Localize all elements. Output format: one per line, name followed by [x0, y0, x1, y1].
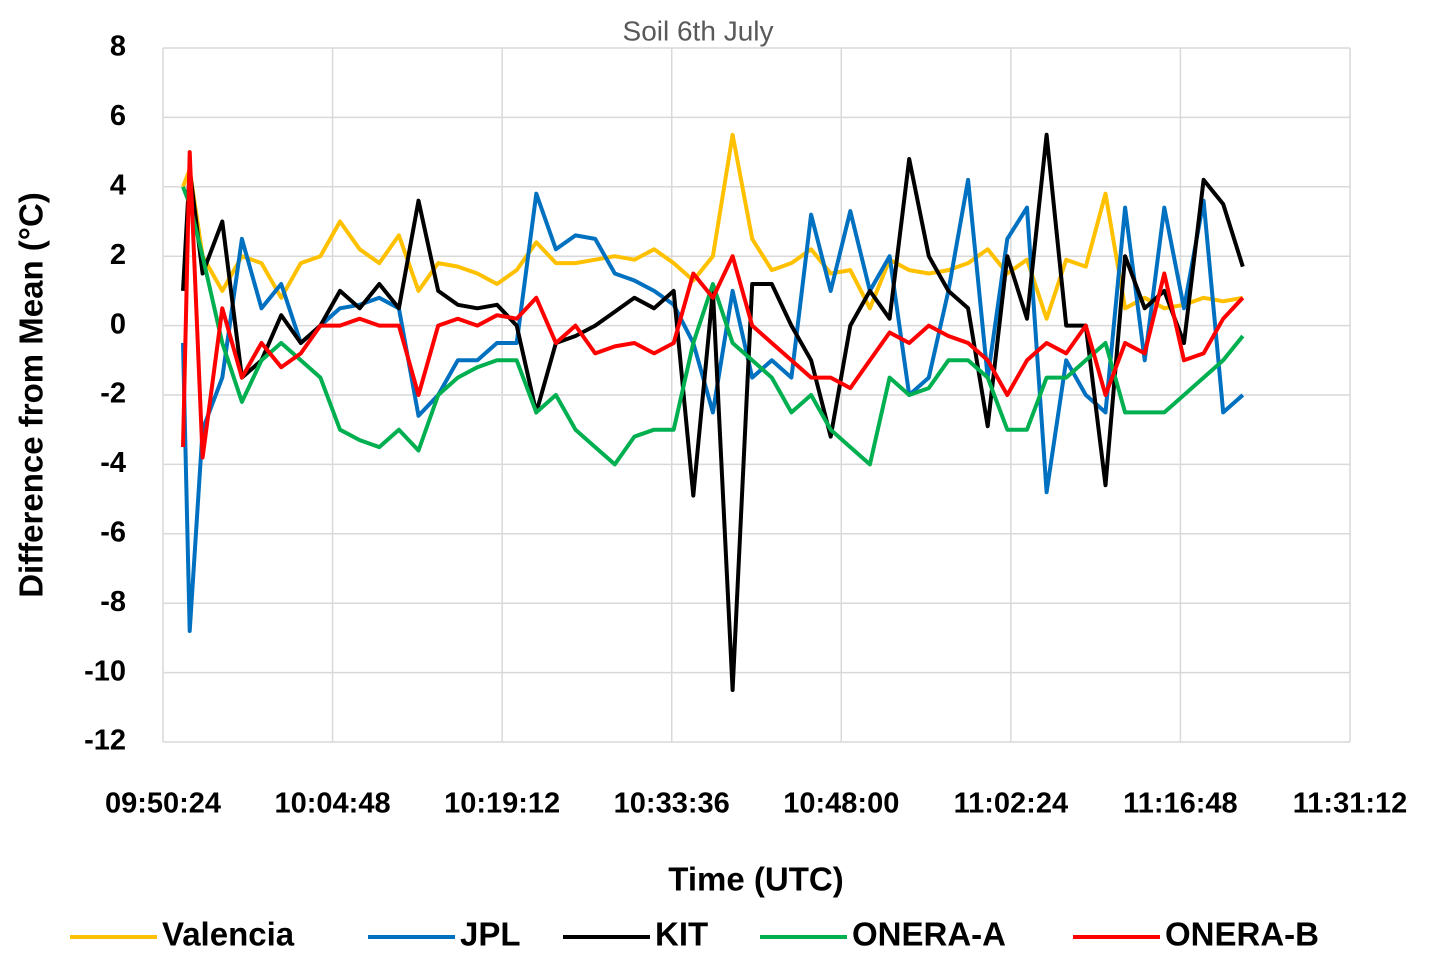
- x-tick-label: 10:04:48: [275, 788, 391, 820]
- legend-label: Valencia: [162, 916, 295, 953]
- y-tick-label: -6: [100, 516, 126, 548]
- data-line: [181, 132, 1244, 321]
- legend-label: ONERA-B: [1165, 916, 1319, 953]
- y-tick-label: 8: [110, 31, 126, 63]
- data-line: [181, 150, 1245, 460]
- y-tick-label: -12: [84, 725, 126, 757]
- x-tick-label: 09:50:24: [105, 788, 221, 820]
- legend-label: KIT: [655, 916, 708, 953]
- y-tick-label: -4: [100, 447, 126, 479]
- x-tick-label: 10:48:00: [783, 788, 899, 820]
- x-tick-label: 10:19:12: [444, 788, 560, 820]
- y-tick-label: -8: [100, 586, 126, 618]
- y-tick-label: 6: [110, 100, 126, 132]
- data-line: [181, 186, 1245, 467]
- y-tick-label: 2: [110, 239, 126, 271]
- x-tick-label: 11:16:48: [1123, 788, 1238, 820]
- x-tick-label: 10:33:36: [614, 788, 730, 820]
- y-tick-label: -2: [100, 378, 126, 410]
- chart-title: Soil 6th July: [623, 15, 774, 46]
- x-tick-label: 11:31:12: [1293, 788, 1408, 820]
- y-tick-label: 0: [110, 308, 126, 340]
- legend-label: ONERA-A: [852, 916, 1006, 953]
- x-axis-title: Time (UTC): [668, 861, 843, 898]
- y-tick-label: 4: [110, 169, 126, 201]
- legend-label: JPL: [460, 916, 521, 953]
- y-tick-label: -10: [84, 655, 126, 687]
- x-tick-label: 11:02:24: [954, 788, 1069, 820]
- data-line: [181, 132, 1245, 692]
- y-axis-title: Difference from Mean (°C): [13, 192, 50, 598]
